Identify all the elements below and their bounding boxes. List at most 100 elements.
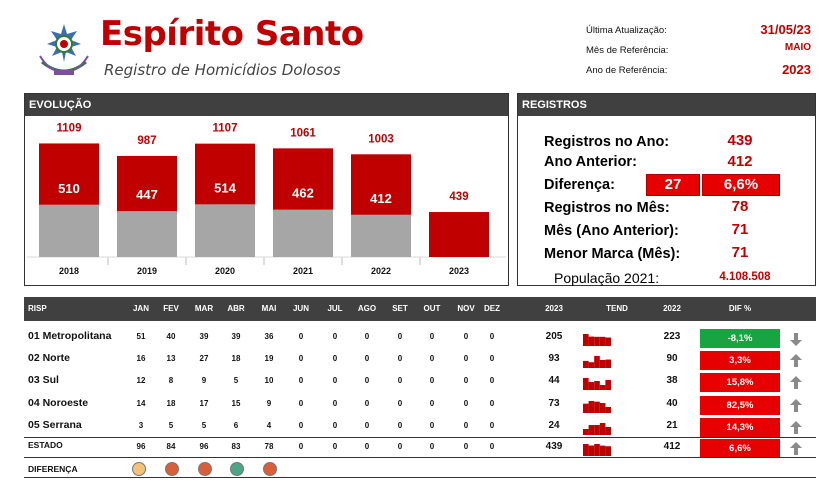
month-cell: 0 <box>463 399 469 408</box>
month-cell: 0 <box>489 421 495 430</box>
value-2023: 205 <box>545 331 563 342</box>
menor-marca-label: Menor Marca (Mês): <box>544 246 681 262</box>
ano-anterior-label: Ano Anterior: <box>544 154 637 170</box>
month-cell: 96 <box>199 442 209 451</box>
month-cell: 17 <box>199 399 209 408</box>
trend-bar <box>583 378 589 390</box>
month-cell: 4 <box>266 421 272 430</box>
chart-bar-remainder <box>351 154 411 215</box>
month-cell: 39 <box>199 332 209 341</box>
trend-bar <box>605 446 611 456</box>
month-cell: 0 <box>332 354 338 363</box>
arrow-up-icon <box>790 376 802 389</box>
col-fev: FEV <box>163 304 179 313</box>
value-2022: 21 <box>666 420 678 431</box>
chart-bar-prior <box>117 211 177 257</box>
trend-bar <box>605 337 611 346</box>
value-2023: 439 <box>545 441 563 452</box>
month-cell: 0 <box>298 442 304 451</box>
value-2023: 24 <box>548 420 560 431</box>
populacao-label: População 2021: <box>554 270 660 286</box>
chart-inner-label: 447 <box>136 187 158 202</box>
trend-bar <box>605 380 611 390</box>
chart-category-label: 2020 <box>215 266 235 276</box>
month-cell: 0 <box>489 376 495 385</box>
col-dif: DIF % <box>728 304 752 313</box>
chart-bar-remainder <box>429 212 489 257</box>
state-coat-of-arms-logo <box>39 24 89 75</box>
trend-bar <box>594 401 600 413</box>
trend-bar <box>594 336 600 346</box>
trend-sparkline <box>583 356 611 368</box>
chart-total-label: 1109 <box>57 122 82 134</box>
month-cell: 0 <box>489 354 495 363</box>
month-cell: 0 <box>298 332 304 341</box>
trend-sparkline <box>583 401 611 413</box>
registros-panel: REGISTROS Registros no Ano: 439 Ano Ante… <box>517 93 816 286</box>
chart-total-label: 439 <box>449 191 468 203</box>
chart-inner-label: 412 <box>370 191 392 206</box>
arrow-up-icon <box>790 421 802 434</box>
month-cell: 0 <box>397 399 403 408</box>
month-cell: 0 <box>298 421 304 430</box>
col-risp: RISP <box>28 304 47 313</box>
risp-row-label: 02 Norte <box>28 352 71 364</box>
month-cell: 39 <box>231 332 241 341</box>
chart-category-label: 2021 <box>293 266 313 276</box>
month-cell: 3 <box>138 421 144 430</box>
reference-year-value: 2023 <box>782 62 811 77</box>
month-cell: 9 <box>201 376 207 385</box>
month-cell: 0 <box>332 421 338 430</box>
risp-table: RISP JAN FEV MAR ABR MAI JUN JUL AGO SET… <box>24 297 816 478</box>
table-bottom-border <box>24 477 816 478</box>
col-set: SET <box>392 304 408 313</box>
trend-bar <box>605 359 611 368</box>
chart-total-label: 987 <box>137 135 156 147</box>
chart-inner-label: 514 <box>214 180 236 195</box>
month-cell: 78 <box>264 442 274 451</box>
value-2022: 38 <box>666 375 678 386</box>
arrow-up-icon <box>790 354 802 367</box>
diferenca-status-dot <box>165 462 179 476</box>
month-cell: 0 <box>489 442 495 451</box>
month-cell: 0 <box>364 332 370 341</box>
month-cell: 16 <box>136 354 146 363</box>
month-cell: 0 <box>397 442 403 451</box>
value-2022: 40 <box>666 398 678 409</box>
trend-bar <box>599 385 606 390</box>
trend-bar <box>583 360 589 368</box>
trend-bar <box>594 425 600 435</box>
trend-sparkline <box>583 444 611 456</box>
dif-percent-badge: 3,3% <box>700 351 780 370</box>
value-2022: 223 <box>663 331 681 342</box>
month-cell: 0 <box>429 442 435 451</box>
month-cell: 0 <box>332 332 338 341</box>
month-cell: 12 <box>136 376 146 385</box>
col-nov: NOV <box>457 304 475 313</box>
value-2022: 90 <box>666 353 678 364</box>
evolucao-header: EVOLUÇÃO <box>25 94 508 116</box>
month-cell: 0 <box>463 421 469 430</box>
chart-bar-remainder <box>273 148 333 210</box>
chart-bar-prior <box>39 204 99 257</box>
chart-inner-label: 510 <box>58 181 80 196</box>
col-2022: 2022 <box>663 304 681 313</box>
registros-ano-label: Registros no Ano: <box>544 134 670 150</box>
month-cell: 0 <box>489 332 495 341</box>
month-cell: 10 <box>264 376 274 385</box>
chart-category-label: 2019 <box>137 266 157 276</box>
chart-inner-label: 462 <box>292 186 314 201</box>
month-cell: 13 <box>166 354 176 363</box>
arrow-down-icon <box>790 333 802 346</box>
total-separator <box>24 437 816 438</box>
col-2023: 2023 <box>545 304 563 313</box>
month-cell: 0 <box>397 354 403 363</box>
dif-percent-badge: 82,5% <box>700 396 780 415</box>
col-out: OUT <box>423 304 441 313</box>
month-cell: 0 <box>298 376 304 385</box>
month-cell: 0 <box>463 332 469 341</box>
arrow-up-icon <box>790 399 802 412</box>
col-dez: DEZ <box>484 304 500 313</box>
month-cell: 0 <box>463 376 469 385</box>
reference-year-label: Ano de Referência: <box>586 65 668 76</box>
